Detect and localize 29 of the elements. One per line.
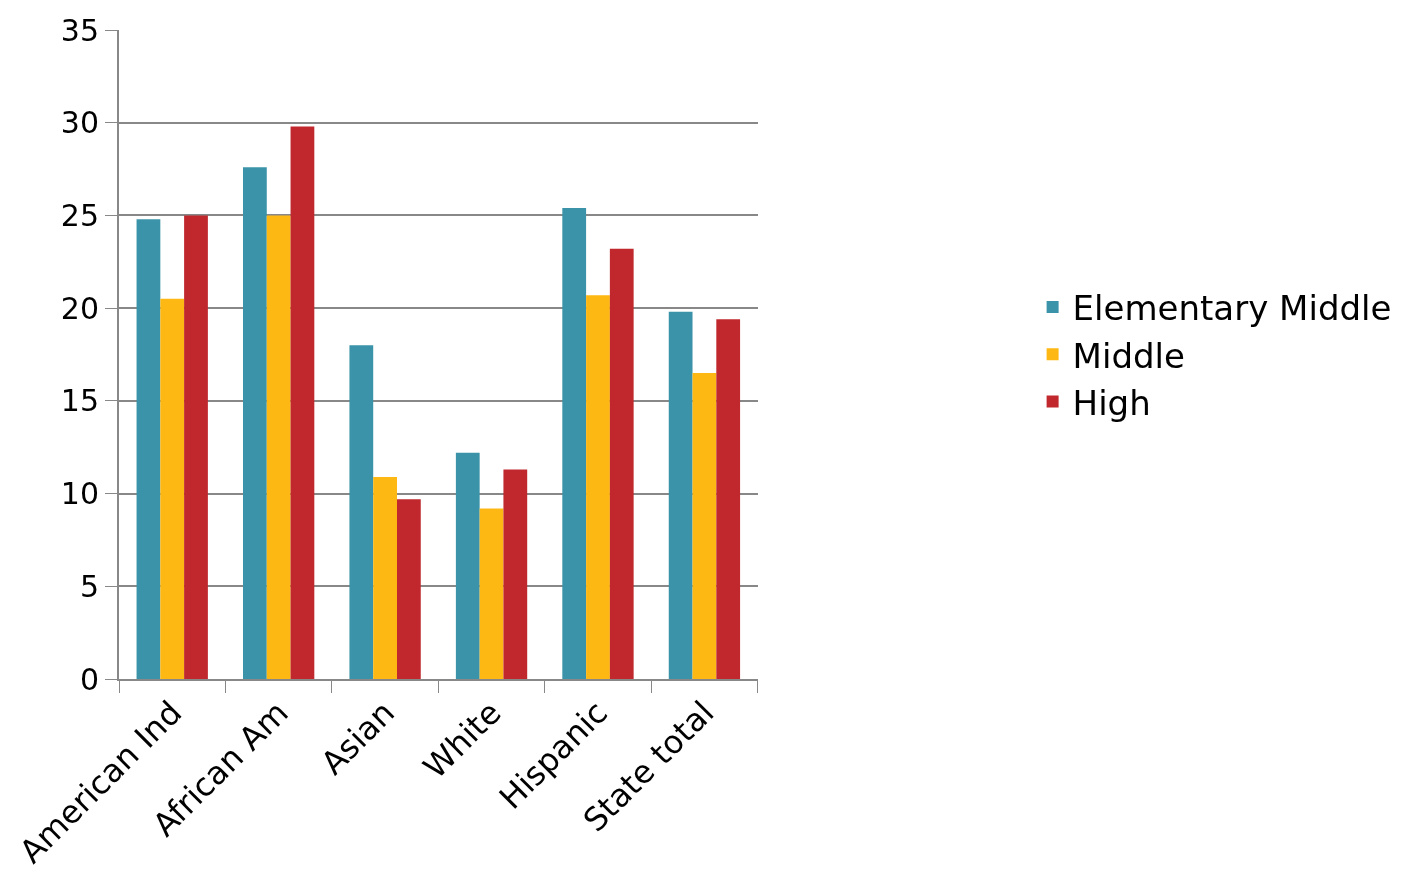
- bar: [349, 345, 374, 679]
- y-tick-label: 20: [60, 290, 99, 326]
- y-tick-label: 25: [60, 197, 99, 233]
- y-tick-label: 0: [79, 661, 99, 697]
- legend-label: Elementary Middle: [1072, 288, 1392, 329]
- y-tick-label: 5: [79, 568, 99, 604]
- bar: [609, 248, 634, 679]
- bar: [184, 215, 208, 679]
- bar: [160, 298, 185, 679]
- bar: [716, 319, 741, 679]
- y-tick-label: 30: [60, 105, 99, 141]
- y-tick-label: 10: [60, 476, 99, 512]
- bar: [373, 476, 397, 679]
- bar: [136, 219, 161, 679]
- bar: [562, 208, 587, 679]
- bar: [243, 167, 267, 679]
- legend-label: Middle: [1072, 335, 1185, 376]
- bar: [290, 126, 315, 679]
- bar: [692, 373, 717, 679]
- y-tick-label: 15: [60, 383, 99, 419]
- bar: [479, 508, 504, 679]
- bar: [396, 499, 421, 679]
- bar: [586, 295, 610, 679]
- legend-label: High: [1072, 382, 1151, 423]
- y-tick-label: 35: [60, 12, 99, 48]
- bar: [266, 215, 291, 679]
- bar: [455, 452, 480, 679]
- bar: [668, 311, 693, 679]
- bar: [503, 469, 528, 679]
